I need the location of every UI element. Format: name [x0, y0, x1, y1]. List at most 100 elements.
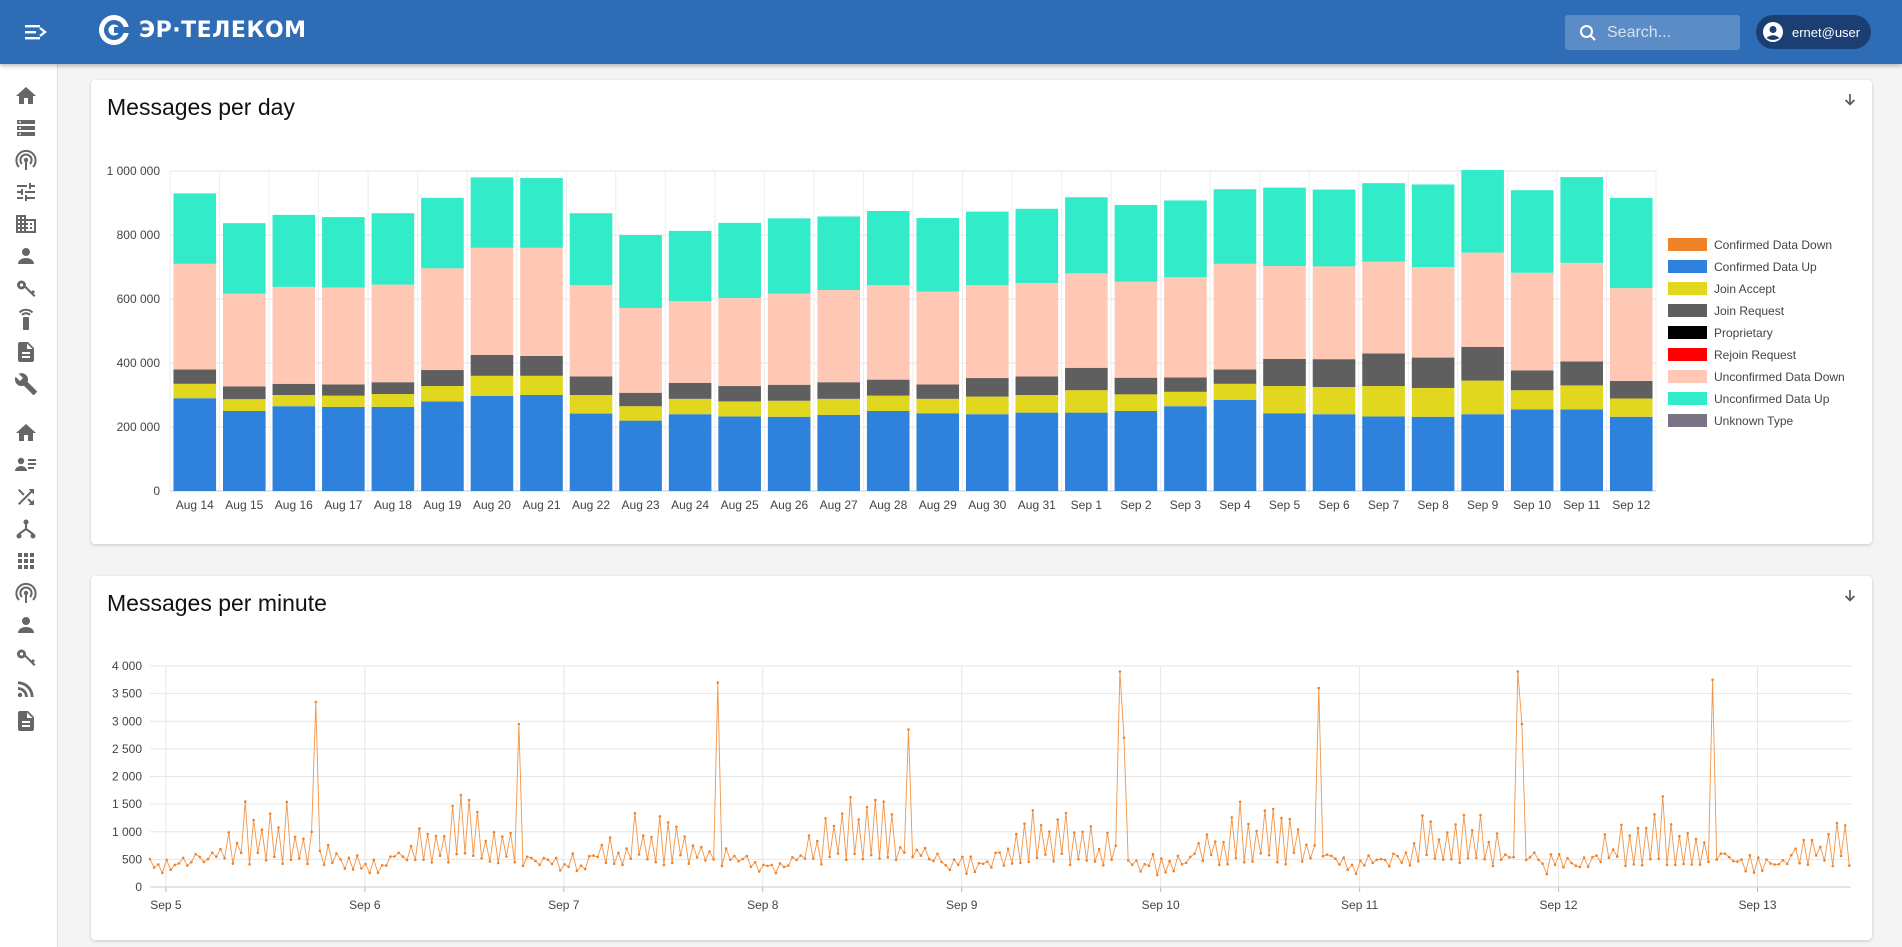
line-point	[1599, 860, 1602, 864]
line-point	[1317, 686, 1321, 690]
search-input[interactable]	[1607, 23, 1727, 42]
bar-segment	[1263, 187, 1306, 267]
line-point	[1819, 845, 1822, 849]
tune-icon[interactable]	[14, 180, 38, 204]
line-point	[1607, 856, 1611, 860]
shuffle-icon[interactable]	[14, 485, 38, 509]
bar-segment	[1213, 189, 1257, 264]
organization-icon[interactable]	[14, 212, 38, 236]
bar-segment	[1263, 386, 1306, 414]
x-tick-label: Aug 22	[572, 498, 610, 512]
line-point	[1027, 860, 1030, 864]
line-point	[181, 856, 185, 860]
device-icon[interactable]	[14, 308, 38, 332]
gateway-icon[interactable]	[14, 581, 38, 605]
document-icon[interactable]	[14, 709, 38, 733]
line-point	[525, 855, 529, 859]
bar-segment	[1312, 414, 1356, 491]
bar-segment	[1213, 383, 1257, 400]
apps-icon[interactable]	[14, 549, 38, 573]
line-point	[1309, 857, 1312, 860]
line-point	[314, 700, 318, 704]
servers-icon[interactable]	[14, 116, 38, 140]
logo-mark-icon	[99, 15, 131, 45]
bar-segment	[767, 416, 811, 491]
bar-segment	[371, 406, 415, 491]
hierarchy-icon[interactable]	[14, 517, 38, 541]
line-point	[1247, 822, 1250, 826]
line-point	[190, 860, 193, 864]
bar-segment	[421, 386, 464, 402]
line-point	[625, 847, 628, 850]
line-point	[795, 858, 798, 862]
card-title-minute: Messages per minute	[107, 590, 327, 616]
line-point	[1727, 855, 1731, 859]
legend-label: Unconfirmed Data Down	[1714, 370, 1845, 384]
bar-segment	[1114, 204, 1158, 282]
bar-segment	[569, 395, 613, 414]
bar-segment	[1263, 358, 1306, 387]
rss-icon[interactable]	[14, 677, 38, 701]
bar-segment	[718, 416, 761, 491]
gateway-icon[interactable]	[14, 148, 38, 172]
line-point	[1595, 854, 1598, 857]
line-point	[683, 835, 686, 838]
line-point	[1056, 818, 1059, 821]
line-point	[1346, 868, 1350, 871]
download-icon[interactable]	[1842, 588, 1858, 604]
x-tick-label: Sep 9	[946, 898, 978, 912]
line-point	[559, 869, 562, 872]
wrench-icon[interactable]	[14, 372, 38, 396]
line-point	[641, 834, 645, 837]
line-point	[318, 849, 322, 853]
document-icon[interactable]	[14, 340, 38, 364]
bar-segment	[1362, 416, 1405, 491]
menu-toggle-icon[interactable]	[20, 20, 50, 44]
line-point	[1147, 864, 1151, 867]
bar-segment	[1609, 398, 1653, 417]
download-icon[interactable]	[1842, 92, 1858, 108]
user-icon[interactable]	[14, 613, 38, 637]
line-point	[633, 812, 637, 815]
line-point	[907, 728, 910, 731]
search-box[interactable]	[1565, 15, 1740, 50]
user-list-icon[interactable]	[14, 453, 38, 477]
line-point	[1379, 857, 1383, 861]
x-tick-label: Aug 23	[622, 498, 660, 512]
bar-segment	[916, 291, 960, 385]
bar-segment	[1263, 266, 1306, 359]
line-point	[1823, 859, 1826, 862]
user-menu[interactable]: ernet@user	[1756, 15, 1871, 49]
line-point	[1806, 863, 1810, 866]
line-point	[1238, 800, 1242, 804]
bar-segment	[1461, 380, 1504, 415]
line-point	[828, 855, 831, 859]
x-tick-label: Aug 20	[473, 498, 511, 512]
user-icon[interactable]	[14, 244, 38, 268]
line-point	[1388, 865, 1391, 868]
line-point	[501, 835, 504, 838]
line-point	[1553, 863, 1557, 867]
home-icon[interactable]	[14, 421, 38, 445]
home-icon[interactable]	[14, 84, 38, 108]
line-point	[1143, 862, 1146, 866]
line-point	[554, 856, 558, 860]
line-point	[1740, 858, 1743, 861]
key-icon[interactable]	[14, 645, 38, 669]
line-point	[1010, 862, 1014, 865]
line-point	[898, 846, 902, 849]
company-logo[interactable]: ЭР·ТЕЛЕКОМ	[97, 13, 307, 47]
line-point	[1321, 854, 1325, 858]
y-tick-label: 1 000	[112, 825, 142, 839]
bar-segment	[718, 222, 761, 299]
line-point	[704, 859, 707, 862]
line-point	[1615, 855, 1619, 858]
line-point	[1412, 842, 1416, 845]
bar-segment	[1362, 386, 1405, 417]
line-point	[878, 857, 881, 860]
line-point	[422, 858, 425, 862]
line-point	[787, 864, 790, 867]
line-point	[451, 804, 454, 808]
key-icon[interactable]	[14, 276, 38, 300]
bar-segment	[966, 396, 1009, 415]
